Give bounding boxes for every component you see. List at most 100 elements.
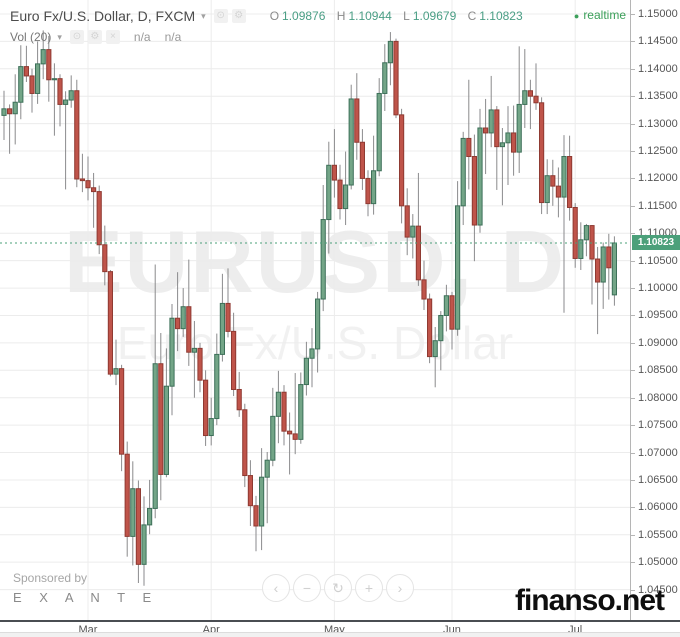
candle-body [130,488,136,537]
chart-header: Euro Fx/U.S. Dollar, D, FXCM ▾ ⊙ ⚙ O 1.09… [10,8,523,24]
symbol-title[interactable]: Euro Fx/U.S. Dollar, D, FXCM [10,8,196,24]
candle-body [253,505,259,527]
candle-body [203,379,209,437]
price-tick-label: 1.13500 [638,90,678,103]
ohlc-readout: O 1.09876 H 1.10944 L 1.09679 C 1.10823 [262,9,523,23]
last-price-tag: 1.10823 [632,235,680,251]
candle-body [527,90,533,97]
candle-body [191,347,198,353]
candle-body [432,340,438,358]
zoom-out-button[interactable]: − [293,574,321,602]
candle-body [471,156,477,226]
candle-body [443,295,449,316]
scroll-left-button[interactable]: ‹ [262,574,290,602]
candle-body [40,49,46,65]
candle-body [180,306,186,330]
scroll-right-button[interactable]: › [386,574,414,602]
candle-body [393,40,399,116]
candle-body [7,108,13,115]
candle-body [163,385,170,475]
footer-strip [0,632,680,637]
price-tick-label: 1.12500 [638,145,678,158]
tick-mark [631,452,635,454]
price-tick-label: 1.15000 [638,7,678,20]
candle-body [606,246,612,269]
candle-body [533,95,539,104]
realtime-badge: ● realtime [574,8,626,22]
tick-mark [631,205,635,207]
candle-body [567,156,573,208]
low-label: L [403,9,410,23]
candle-body [600,246,606,283]
candle-body [169,317,175,387]
candle-body [1,108,7,116]
low-value: 1.09679 [412,9,457,23]
candle-body [29,75,35,94]
candle-body [466,137,472,158]
candle-body [483,127,489,134]
reset-chart-button[interactable]: ↻ [324,574,352,602]
high-label: H [336,9,346,23]
candle-body [158,363,164,475]
price-tick-label: 1.05500 [638,528,678,541]
close-icon[interactable]: × [105,30,120,44]
tick-mark [631,96,635,98]
candle-body [175,317,181,330]
candle-body [331,164,337,181]
candle-body [12,101,18,115]
candle-body [477,127,483,226]
candle-body [455,205,461,330]
candle-body [247,475,254,507]
open-value: 1.09876 [282,9,326,23]
price-tick-label: 1.10000 [638,282,678,295]
candle-body [57,78,63,105]
candle-body [309,348,315,359]
price-axis[interactable]: 1.15000 1.14500 1.14000 1.13500 1.13000 1.125… [630,0,680,620]
gear-icon[interactable]: ⚙ [231,9,246,23]
candle-body [219,302,226,355]
candle-body [141,524,147,565]
candlestick-chart[interactable] [0,0,630,620]
candle-body [539,102,545,204]
candle-body [415,225,421,281]
chevron-down-icon[interactable]: ▾ [57,31,62,42]
price-tick-label: 1.09500 [638,309,678,322]
candle-body [85,180,91,189]
price-tick-label: 1.08000 [638,391,678,404]
eye-icon[interactable]: ⊙ [69,30,84,44]
price-tick-label: 1.05000 [638,556,678,569]
candle-body [499,142,505,148]
candle-body [107,271,114,375]
candle-body [147,507,153,526]
candle-body [354,98,360,143]
chart-plot-area[interactable]: EURUSD, D Euro Fx/U.S. Dollar [0,0,630,620]
price-tick-label: 1.13000 [638,117,678,130]
tick-mark [631,178,635,180]
candle-body [320,219,326,300]
eye-icon[interactable]: ⊙ [213,9,228,23]
sponsor-logo[interactable]: E X A N T E [13,590,159,605]
candle-body [404,205,410,238]
candle-body [572,206,578,259]
chevron-down-icon[interactable]: ▾ [201,10,206,21]
candle-body [96,191,102,246]
candle-body [460,137,466,207]
candle-body [583,225,589,241]
candle-body [522,90,528,105]
candle-body [555,185,561,198]
zoom-in-button[interactable]: + [355,574,383,602]
price-tick-label: 1.14000 [638,62,678,75]
candle-body [298,384,304,440]
candle-body [275,391,281,417]
gear-icon[interactable]: ⚙ [87,30,102,44]
candle-body [63,99,69,105]
price-tick-label: 1.12000 [638,172,678,185]
indicator-title[interactable]: Vol (20) [10,30,52,44]
candle-body [376,92,382,172]
candle-body [326,164,332,221]
tick-mark [631,68,635,70]
candle-body [91,187,97,193]
candle-body [68,90,74,101]
candle-body [259,476,265,527]
